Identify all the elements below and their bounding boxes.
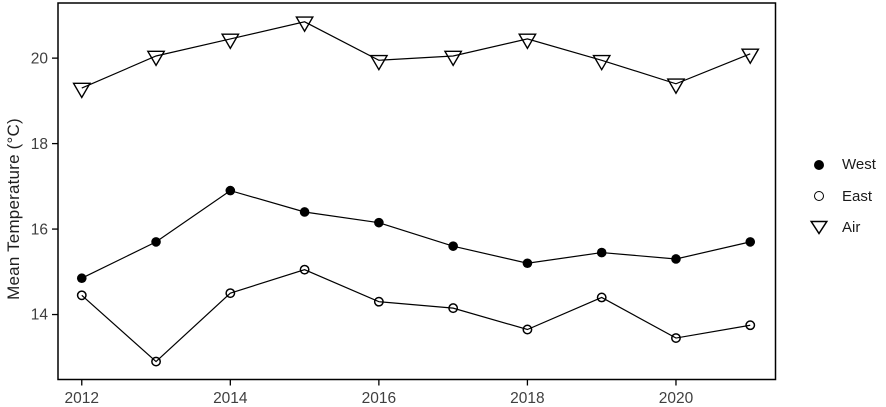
series-marker-west [299,207,310,217]
y-tick-label: 14 [31,307,49,324]
series-marker-air [443,50,463,67]
open-circle-icon [806,191,832,202]
legend: West East Air [806,149,876,244]
series-marker-east [671,333,681,343]
series-marker-air [369,54,389,72]
series-line-east [81,269,751,363]
filled-circle-icon [806,159,832,170]
legend-label-east: East [842,187,873,205]
legend-label-air: Air [842,219,861,237]
x-tick-label: 2016 [362,390,396,407]
series-marker-west [374,217,384,228]
series-marker-west [671,254,681,264]
y-axis-title: Mean Temperature (°C) [4,118,23,300]
series-marker-west [745,237,756,247]
series-marker-air [740,48,760,65]
x-tick-label: 2012 [65,390,99,407]
legend-item-air: Air [806,212,876,244]
series-marker-west [225,185,236,196]
series-marker-east [522,324,533,335]
series-marker-west [448,241,458,251]
series-marker-west [522,258,533,269]
legend-item-east: East [806,181,876,213]
series-marker-air [72,82,92,99]
series-marker-air [592,54,612,72]
series-marker-east [448,303,459,314]
series-marker-air [220,33,240,50]
x-tick-label: 2014 [213,390,248,407]
series-marker-east [745,320,756,331]
series-marker-air [146,50,166,67]
series-line-air [81,21,751,89]
series-marker-air [666,78,686,95]
y-tick-label: 16 [31,221,48,238]
legend-item-west: West [806,149,876,181]
series-marker-east [373,296,384,307]
x-tick-label: 2018 [510,390,544,407]
series-marker-west [76,273,87,284]
series-marker-east [299,264,310,275]
plot-frame [57,2,777,381]
series-marker-east [225,288,236,299]
series-line-west [81,189,751,279]
series-marker-east [76,290,87,301]
series-marker-east [151,356,161,367]
series-marker-west [596,247,607,258]
legend-label-west: West [842,156,876,174]
series-marker-east [596,292,607,303]
y-tick-label: 18 [31,136,48,153]
series-marker-air [518,33,537,50]
y-tick-label: 20 [31,50,49,67]
series-marker-air [295,16,315,33]
x-tick-label: 2020 [659,390,694,407]
open-triangle-down-icon [806,219,832,236]
series-marker-west [151,237,161,247]
